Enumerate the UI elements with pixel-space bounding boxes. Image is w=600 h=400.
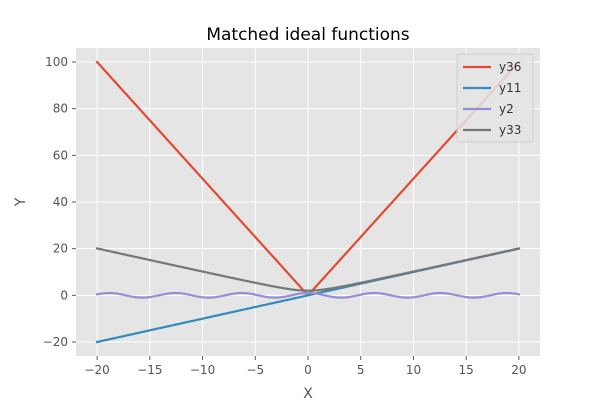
legend-label-y2: y2 [499,102,514,116]
x-axis-label: X [303,386,313,400]
x-tick-label: −5 [246,363,264,377]
x-tick-label: 5 [357,363,365,377]
x-axis-ticks: −20 −15 −10 −5 0 5 10 15 20 [84,356,527,377]
y-axis-ticks: −20 0 20 40 60 80 100 [43,55,76,349]
legend-label-y36: y36 [499,60,521,74]
legend-label-y33: y33 [499,123,521,137]
legend-box [456,53,534,143]
x-tick-label: −15 [137,363,162,377]
series-layer [95,60,521,344]
y-tick-label: 60 [53,148,68,162]
legend-label-y11: y11 [499,81,521,95]
y-tick-label: 100 [45,55,68,69]
y-tick-label: 80 [53,102,68,116]
y-tick-label: −20 [43,335,68,349]
x-tick-label: 10 [406,363,421,377]
x-tick-label: 20 [511,363,526,377]
y-axis-label: Y [13,197,29,207]
x-tick-label: −20 [84,363,109,377]
series-line-y33 [95,247,521,292]
x-tick-label: 0 [304,363,312,377]
y-tick-label: 20 [53,242,68,256]
legend: y36 y11 y2 y33 [456,53,534,143]
chart-title: Matched ideal functions [206,25,409,45]
x-tick-label: −10 [190,363,215,377]
y-tick-label: 0 [60,288,68,302]
series-line-y2 [95,291,521,299]
x-tick-label: 15 [459,363,474,377]
y-tick-label: 40 [53,195,68,209]
